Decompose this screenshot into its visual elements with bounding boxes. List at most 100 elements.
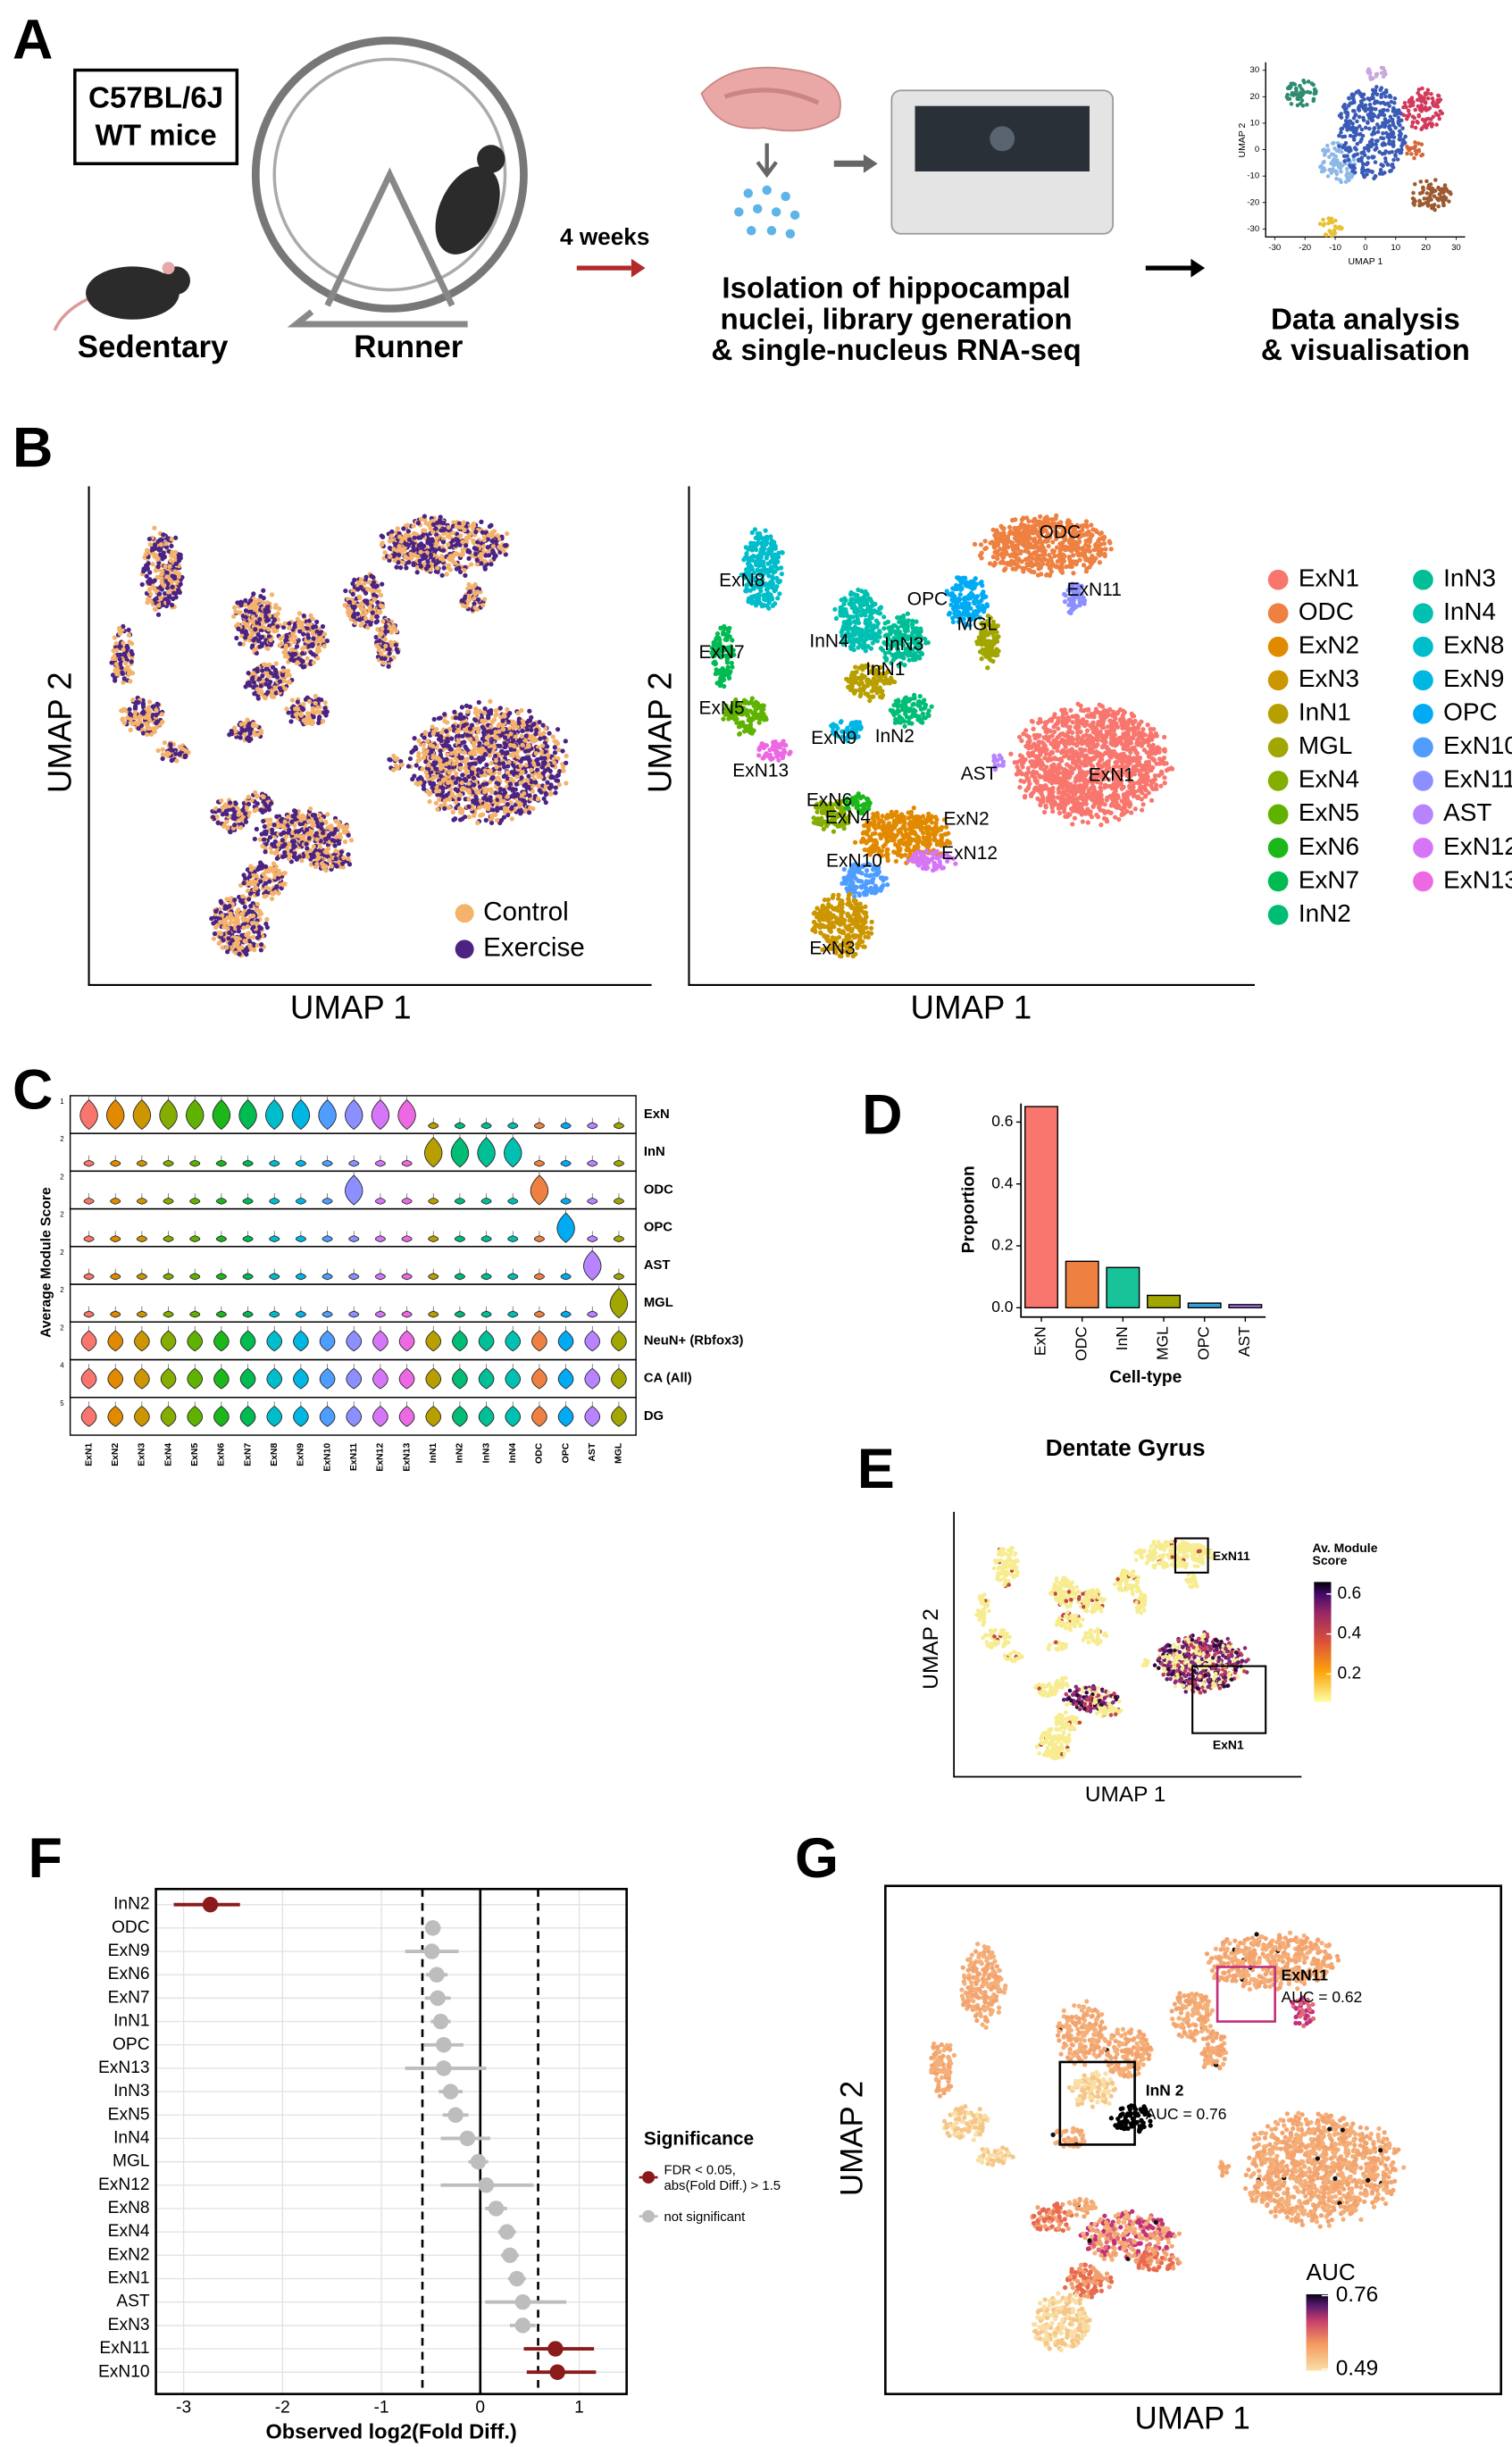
umap-dot	[223, 802, 229, 807]
umap-dot	[1314, 88, 1318, 94]
umap-dot	[407, 756, 414, 762]
y-tick-label: 10	[1250, 118, 1260, 128]
umap-dot	[129, 721, 135, 726]
umap-dot	[1413, 107, 1418, 113]
umap-dot	[1350, 121, 1355, 126]
umap-dot	[461, 521, 466, 527]
umap-dot	[1345, 114, 1349, 120]
umap-dot	[414, 781, 419, 786]
umap-dot	[497, 733, 504, 739]
umap-dot	[120, 671, 126, 676]
umap-dot	[391, 547, 397, 552]
umap-dot	[236, 812, 241, 817]
umap-dot	[163, 541, 169, 547]
umap-dot	[1325, 174, 1331, 179]
umap-dot	[425, 538, 430, 544]
umap-dot	[296, 621, 302, 626]
umap-dot	[269, 800, 274, 806]
umap-dot	[280, 871, 286, 876]
umap-dot	[1414, 152, 1419, 156]
umap-dot	[546, 766, 551, 772]
umap-dot	[412, 553, 418, 558]
umap-dot	[1417, 203, 1422, 208]
umap-dot	[232, 823, 238, 828]
umap-dot	[472, 761, 478, 766]
umap-dot	[391, 767, 397, 773]
umap-dot	[414, 547, 420, 552]
umap-dot	[405, 543, 412, 548]
umap-dot	[1392, 96, 1398, 101]
umap-dot	[548, 791, 554, 797]
umap-dot	[411, 523, 416, 529]
umap-dot	[1388, 114, 1393, 119]
umap-dot	[158, 542, 164, 547]
umap-dot	[310, 624, 316, 631]
umap-dot	[1370, 76, 1375, 81]
umap-dot	[1366, 106, 1371, 112]
umap-dot	[1347, 178, 1351, 183]
umap-dot	[276, 842, 281, 848]
umap-dot	[522, 738, 529, 743]
umap-dot	[1347, 96, 1352, 101]
umap-dot	[489, 820, 495, 826]
umap-dot	[263, 881, 269, 886]
method-text: nuclei, library generation	[721, 303, 1073, 336]
umap-dot	[238, 722, 244, 727]
umap-dot	[1412, 115, 1417, 121]
umap-dot	[319, 816, 324, 822]
umap-dot	[299, 651, 305, 656]
umap-dot	[1424, 191, 1430, 196]
umap-dot	[486, 532, 492, 538]
umap-dot	[416, 753, 422, 759]
umap-dot	[322, 706, 328, 711]
umap-dot	[114, 647, 120, 653]
umap-dot	[314, 709, 320, 714]
umap-dot	[472, 706, 479, 712]
umap-dot	[464, 709, 471, 714]
umap-dot	[1383, 88, 1389, 93]
umap-dot	[289, 647, 295, 652]
umap-dot	[1400, 126, 1405, 130]
umap-dot	[1328, 168, 1333, 172]
umap-dot	[357, 617, 363, 622]
umap-dot	[1366, 144, 1372, 149]
umap-dot	[1434, 101, 1440, 105]
umap-dot	[347, 599, 353, 605]
umap-dot	[453, 560, 458, 566]
umap-dot	[472, 546, 477, 551]
umap-dot	[389, 529, 395, 534]
umap-dot	[472, 596, 477, 601]
umap-dot	[510, 738, 516, 743]
umap-dot	[453, 780, 458, 786]
umap-dot	[125, 664, 130, 671]
umap-dot	[155, 701, 160, 706]
umap-dot	[124, 715, 130, 721]
umap-dot	[1424, 196, 1430, 201]
umap-dot	[1325, 143, 1330, 148]
umap-dot	[273, 671, 279, 676]
umap-dot	[311, 660, 316, 665]
umap-dot	[346, 856, 351, 862]
umap-dot	[155, 564, 161, 570]
umap-dot	[350, 614, 356, 619]
umap-dot	[445, 720, 450, 725]
umap-dot	[555, 727, 561, 732]
umap-dot	[553, 790, 558, 796]
umap-dot	[380, 660, 386, 665]
umap-dot	[514, 781, 520, 787]
panel-a-art	[53, 37, 1466, 331]
umap-dot	[469, 722, 475, 728]
umap-dot	[139, 581, 145, 588]
umap-dot	[1391, 120, 1395, 125]
umap-dot	[292, 639, 297, 645]
umap-dot	[294, 644, 300, 649]
umap-dot	[1327, 155, 1332, 159]
umap-dot	[1413, 125, 1418, 130]
umap-dot	[434, 789, 439, 794]
umap-dot	[317, 812, 322, 818]
umap-dot	[438, 762, 443, 767]
umap-dot	[252, 647, 257, 653]
umap-dot	[1345, 171, 1349, 176]
umap-dot	[1447, 199, 1451, 204]
umap-dot	[277, 643, 282, 648]
